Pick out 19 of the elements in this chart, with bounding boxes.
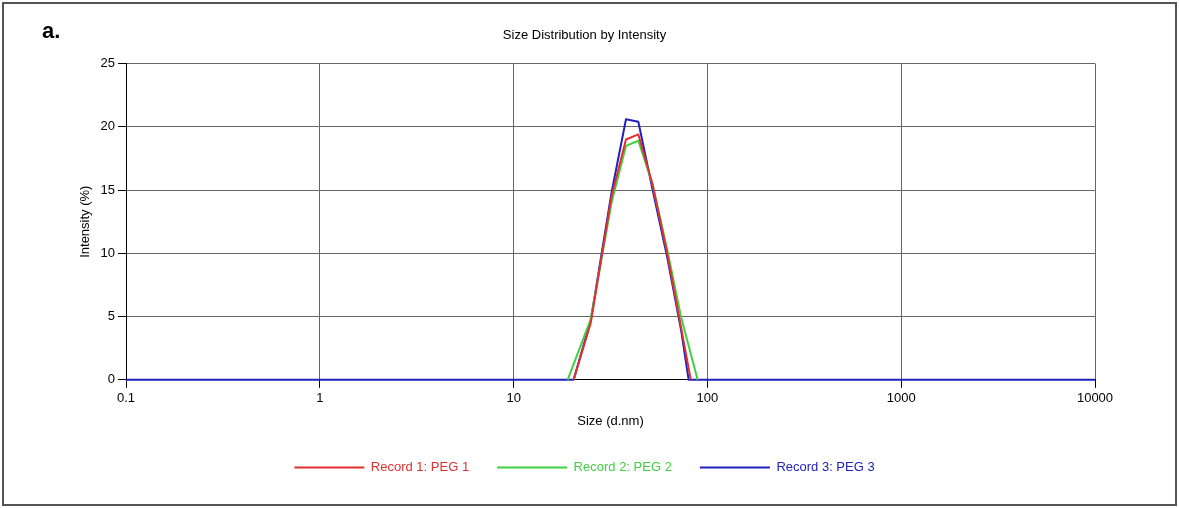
text: a.	[42, 18, 61, 44]
y-tick-label: 0	[107, 371, 116, 387]
chart-title: Size Distribution by Intensity	[502, 27, 667, 43]
text: Record 1: PEG 1	[370, 459, 470, 475]
x-tick-label: 100	[696, 390, 719, 406]
x-tick-label: 1	[316, 390, 324, 406]
x-tick-label: 10	[506, 390, 521, 406]
x-tick-label: 0.1	[117, 390, 136, 406]
x-axis-title: Size (d.nm)	[577, 412, 644, 428]
text: Record 2: PEG 2	[573, 459, 672, 475]
y-tick-label: 25	[100, 55, 116, 71]
x-tick-label: 1000	[886, 390, 916, 406]
y-tick-label: 20	[100, 118, 116, 134]
y-tick-label: 5	[107, 308, 116, 324]
y-tick-label: 10	[100, 244, 116, 260]
y-tick-label: 15	[100, 181, 116, 197]
x-tick-label: 10000	[1076, 390, 1114, 406]
y-axis-title: Intensity (%)	[77, 185, 93, 258]
text: Record 3: PEG 3	[776, 459, 875, 475]
